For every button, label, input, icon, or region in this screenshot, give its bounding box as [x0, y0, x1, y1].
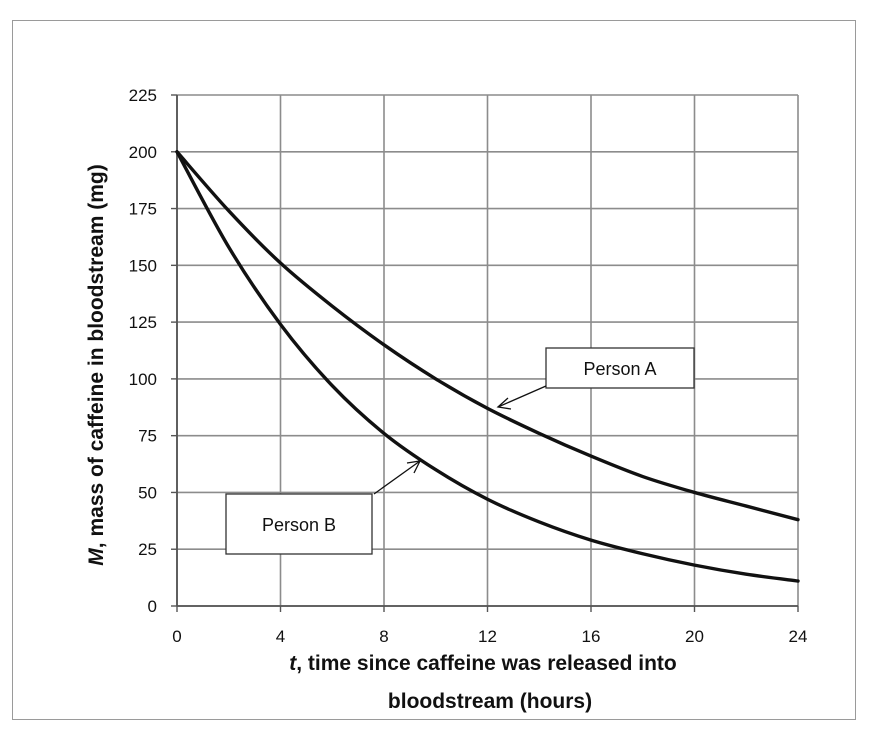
callout-box-person-b — [225, 493, 373, 555]
y-axis-text: , mass of caffeine in bloodstream (mg) — [85, 164, 108, 548]
x-axis-label: t, time since caffeine was released into — [289, 652, 677, 675]
y-axis-variable: M — [85, 548, 108, 566]
callout-arrow-person-a — [497, 385, 547, 408]
y-tick-label-75: 75 — [138, 427, 157, 446]
callout-person-b: Person B — [225, 460, 422, 555]
y-axis-label: M, mass of caffeine in bloodstream (mg) — [85, 164, 108, 565]
x-axis-text: , time since caffeine was released into — [296, 652, 677, 675]
callout-box-person-a — [545, 347, 695, 389]
x-tick-label-12: 12 — [478, 627, 497, 646]
y-tick-label-175: 175 — [129, 200, 157, 219]
y-tick-label-200: 200 — [129, 143, 157, 162]
x-axis-label-line2: bloodstream (hours) — [388, 690, 592, 713]
plot-area — [171, 94, 799, 612]
y-tick-label-150: 150 — [129, 256, 157, 275]
x-tick-labels: 0 4 8 12 16 20 24 — [172, 627, 807, 646]
arrowhead-person-a — [496, 397, 512, 410]
x-tick-label-16: 16 — [582, 627, 601, 646]
callout-person-a: Person A — [496, 347, 695, 410]
x-tick-label-24: 24 — [789, 627, 808, 646]
y-tick-label-0: 0 — [148, 597, 157, 616]
y-tick-label-50: 50 — [138, 483, 157, 502]
x-tick-label-4: 4 — [276, 627, 285, 646]
x-axis-variable: t — [289, 652, 297, 675]
x-tick-label-20: 20 — [685, 627, 704, 646]
chart-frame — [12, 20, 856, 720]
arrowhead-person-b — [406, 460, 422, 474]
series-line-person-b — [175, 150, 800, 583]
callout-arrow-person-b — [373, 460, 421, 495]
callout-label-person-b: Person B — [262, 515, 336, 535]
y-tick-label-225: 225 — [129, 86, 157, 105]
callout-label-person-a: Person A — [583, 359, 656, 379]
y-tick-label-125: 125 — [129, 313, 157, 332]
y-tick-label-25: 25 — [138, 540, 157, 559]
x-tick-label-8: 8 — [379, 627, 388, 646]
series-line-person-a — [175, 150, 800, 522]
series-lines — [175, 150, 800, 583]
y-tick-label-100: 100 — [129, 370, 157, 389]
x-tick-label-0: 0 — [172, 627, 181, 646]
y-tick-labels: 0 25 50 75 100 125 150 175 200 225 — [129, 86, 157, 616]
